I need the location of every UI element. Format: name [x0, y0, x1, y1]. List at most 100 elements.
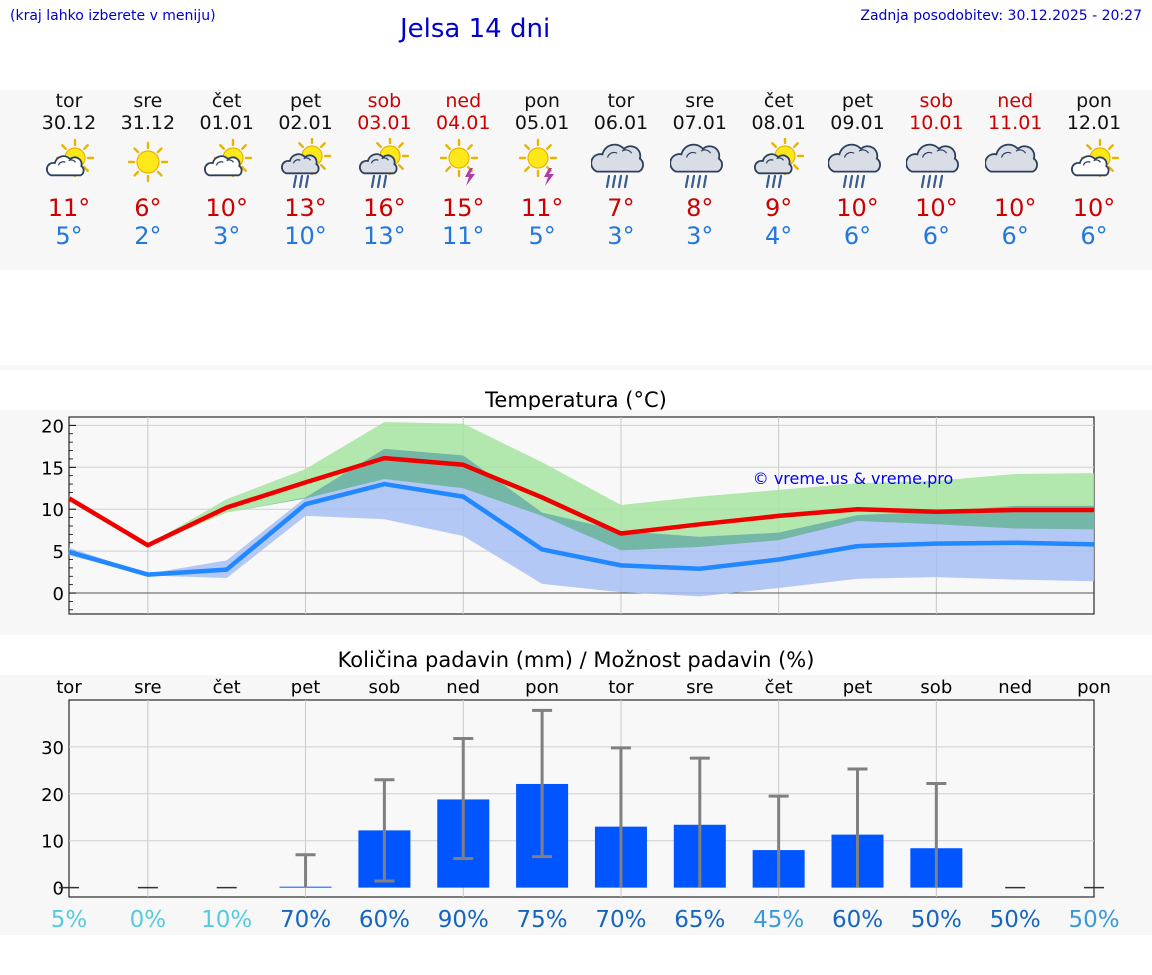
max-temperature: 10° — [993, 194, 1037, 222]
day-name: sob — [919, 90, 954, 112]
precip-probability: 90% — [438, 907, 489, 933]
min-temperature: 3° — [607, 222, 635, 250]
max-range-band — [69, 422, 1095, 551]
sun-cloud-icon — [1064, 138, 1124, 194]
day-forecast: tor 06.01 7° 3° — [581, 90, 661, 250]
day-name: tor — [607, 90, 635, 112]
x-category-label: ned — [446, 677, 480, 698]
day-forecast: čet 01.01 10° 3° — [187, 90, 267, 250]
x-category-label: pet — [291, 677, 321, 698]
temperature-chart: 0 5 10 15 20 © vreme.us & vreme.pro — [41, 416, 1095, 615]
day-date: 09.01 — [830, 112, 885, 134]
x-category-label: tor — [56, 677, 82, 698]
max-temperature: 10° — [836, 194, 879, 222]
day-forecast: pon 12.01 10° 6° — [1054, 90, 1134, 250]
day-forecast: čet 08.01 9° 4° — [739, 90, 819, 250]
location-menu-hint[interactable]: (kraj lahko izberete v meniju) — [10, 8, 216, 24]
day-date: 31.12 — [120, 112, 176, 134]
min-temperature: 6° — [1001, 222, 1029, 250]
max-temperature: 8° — [686, 194, 714, 222]
precip-probability: 65% — [674, 907, 725, 933]
day-forecast: pet 02.01 13° 10° — [266, 90, 346, 250]
min-temperature: 2° — [134, 222, 162, 250]
x-category-label: ned — [998, 677, 1032, 698]
precip-probability: 70% — [595, 907, 646, 933]
min-temperature: 6° — [1080, 222, 1108, 250]
day-name: tor — [55, 90, 83, 112]
max-temperature: 11° — [520, 194, 564, 222]
cloud-rain-icon — [826, 138, 888, 194]
sun-thunder-icon — [512, 138, 572, 194]
y-tick-label: 30 — [41, 738, 64, 759]
forecast-strip — [0, 90, 1152, 270]
day-name: pet — [841, 90, 874, 112]
max-temperature: 6° — [134, 194, 162, 222]
precip-probability: 50% — [911, 907, 962, 933]
precip-probability: 50% — [990, 907, 1041, 933]
precip-chart: 0 10 20 30 tor sre čet pet sob ned pon tor sre čet pet… — [41, 677, 1120, 933]
day-name: čet — [763, 90, 794, 112]
last-update: Zadnja posodobitev: 30.12.2025 - 20:27 — [860, 8, 1142, 24]
y-tick-label: 0 — [53, 879, 64, 900]
precip-probability: 75% — [517, 907, 568, 933]
precip-probability: 50% — [1068, 907, 1119, 933]
max-temperature: 10° — [205, 194, 248, 222]
y-tick-label: 15 — [41, 458, 64, 479]
max-temperature: 10° — [1072, 194, 1116, 222]
x-category-label: sob — [368, 677, 400, 698]
day-forecast: sre 31.12 6° 2° — [108, 90, 188, 250]
cloud-rain-icon — [905, 138, 966, 194]
page-title: Jelsa 14 dni — [400, 14, 551, 44]
y-tick-label: 0 — [53, 584, 64, 605]
day-name: čet — [211, 90, 242, 112]
day-name: sre — [133, 90, 163, 112]
day-name: ned — [997, 90, 1034, 112]
min-temperature: 10° — [284, 222, 327, 250]
max-temperature: 7° — [607, 194, 635, 222]
x-category-label: pon — [525, 677, 559, 698]
day-date: 10.01 — [909, 112, 964, 134]
temperature-chart-title: Temperatura (°C) — [485, 388, 667, 412]
y-tick-label: 5 — [53, 542, 64, 563]
day-forecast: ned 11.01 10° 6° — [975, 90, 1055, 250]
max-temperature-line — [67, 455, 1095, 548]
range-overlap-band — [69, 448, 1095, 551]
min-temperature-line — [68, 481, 1095, 577]
day-date: 03.01 — [357, 112, 412, 134]
day-forecast: pet 09.01 10° 6° — [818, 90, 898, 250]
day-forecast: sre 07.01 8° 3° — [660, 90, 740, 250]
min-temperature: 6° — [843, 222, 872, 250]
min-temperature: 3° — [686, 222, 714, 250]
precip-probability: 70% — [280, 907, 331, 933]
x-category-label: sob — [920, 677, 952, 698]
day-forecast: sob 10.01 10° 6° — [896, 90, 976, 250]
max-temperature: 15° — [441, 194, 485, 222]
max-temperature: 16° — [363, 194, 406, 222]
min-temperature: 4° — [765, 222, 793, 250]
day-date: 08.01 — [751, 112, 806, 134]
precip-probability: 10% — [201, 907, 252, 933]
max-temperature: 9° — [765, 194, 793, 222]
day-forecast: pon 05.01 11° 5° — [502, 90, 582, 250]
min-temperature: 3° — [213, 222, 241, 250]
y-tick-label: 20 — [41, 785, 64, 806]
precip-probability: 60% — [359, 907, 410, 933]
x-category-label: čet — [213, 677, 241, 698]
day-date: 06.01 — [593, 112, 649, 134]
precip-probability: 5% — [51, 907, 88, 933]
sun-cloud-icon — [39, 138, 99, 194]
max-temperature: 11° — [47, 194, 91, 222]
min-temperature: 5° — [528, 222, 556, 250]
day-date: 07.01 — [672, 112, 727, 134]
sun-cloud-rain-icon — [354, 136, 414, 194]
y-tick-label: 20 — [41, 416, 64, 437]
sun-cloud-rain-icon — [749, 136, 809, 194]
cloud-rain-icon — [669, 138, 730, 194]
precip-chart-title: Količina padavin (mm) / Možnost padavin … — [337, 648, 815, 672]
min-temperature: 6° — [922, 222, 950, 250]
day-name: ned — [445, 90, 482, 112]
day-name: pon — [524, 90, 560, 112]
day-forecast: sob 03.01 16° 13° — [344, 90, 424, 250]
precip-probability: 0% — [130, 907, 167, 933]
day-name: sre — [685, 90, 715, 112]
